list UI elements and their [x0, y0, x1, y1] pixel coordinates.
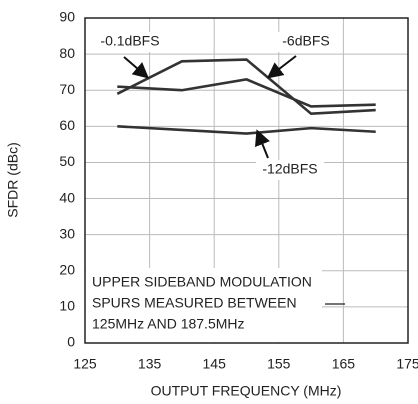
label-bg: [256, 160, 324, 180]
series-label: -0.1dBFS: [100, 33, 159, 49]
x-tick-label: 155: [267, 356, 291, 372]
series-line: [117, 78, 376, 108]
y-tick-label: 10: [59, 298, 75, 314]
y-tick-label: 0: [67, 334, 75, 350]
x-tick-label: 135: [138, 356, 162, 372]
series-line: [117, 125, 376, 135]
y-axis-title: SFDR (dBc): [5, 142, 21, 217]
x-tick-label: 125: [73, 356, 97, 372]
label-arrow: [266, 55, 297, 79]
series-line: [116, 58, 376, 116]
x-axis-title: OUTPUT FREQUENCY (MHz): [151, 383, 342, 399]
note-text: UPPER SIDEBAND MODULATION: [92, 274, 312, 290]
y-tick-label: 60: [59, 117, 75, 133]
series-label: -6dBFS: [282, 33, 329, 49]
note-text: 125MHz AND 187.5MHz: [92, 316, 245, 332]
y-tick-label: 30: [59, 225, 75, 241]
label-bg: [275, 32, 337, 52]
y-tick-label: 80: [59, 45, 75, 61]
y-tick-label: 20: [59, 261, 75, 277]
label-bg: [93, 32, 167, 52]
y-tick-label: 40: [59, 189, 75, 205]
y-tick-label: 70: [59, 81, 75, 97]
note-box: [86, 268, 322, 342]
label-arrow: [123, 56, 150, 79]
x-tick-label: 165: [332, 356, 356, 372]
series-label: -12dBFS: [262, 161, 317, 177]
x-tick-label: 145: [203, 356, 227, 372]
plot-frame: [84, 17, 409, 344]
y-tick-label: 90: [59, 9, 75, 25]
note-text: SPURS MEASURED BETWEEN: [92, 295, 297, 311]
y-tick-label: 50: [59, 153, 75, 169]
label-arrow: [255, 129, 270, 159]
x-tick-label: 175: [396, 356, 418, 372]
